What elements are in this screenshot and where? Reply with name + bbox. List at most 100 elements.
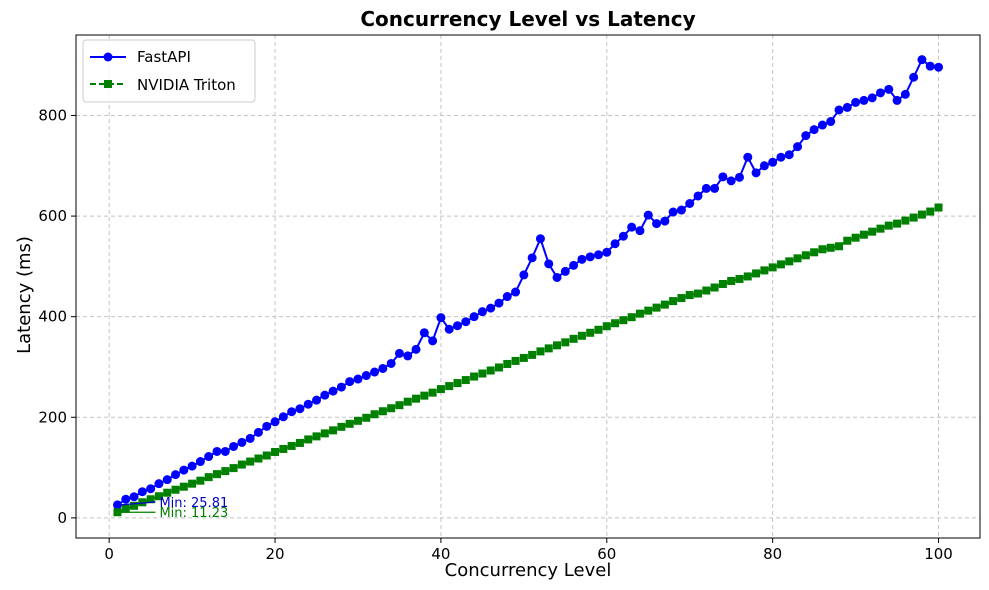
data-point-triton [387,404,396,413]
data-point-fastapi [552,272,562,282]
data-point-triton [204,473,213,482]
data-point-fastapi [502,292,512,302]
data-point-triton [378,407,387,416]
data-point-triton [130,501,139,510]
data-point-triton [138,498,147,507]
data-point-triton [835,242,844,251]
data-point-fastapi [875,88,885,98]
data-point-fastapi [411,344,421,354]
y-tick-label: 200 [38,408,67,426]
data-point-triton [644,306,653,315]
data-point-triton [710,283,719,292]
data-point-fastapi [494,298,504,308]
y-tick-label: 400 [38,308,67,326]
data-point-fastapi [353,374,363,384]
data-point-triton [926,207,935,216]
data-point-triton [561,338,570,347]
data-point-fastapi [925,61,935,71]
data-point-triton [810,248,819,257]
y-axis-label: Latency (ms) [14,236,35,354]
data-point-fastapi [428,336,438,346]
data-point-fastapi [519,270,529,280]
data-point-fastapi [892,95,902,105]
data-point-fastapi [585,252,595,262]
data-point-fastapi [917,55,927,65]
data-point-fastapi [394,348,404,358]
legend-box [82,39,256,103]
data-point-triton [669,297,678,306]
data-point-fastapi [137,487,147,497]
data-point-triton [818,245,827,254]
data-point-triton [287,441,296,450]
data-point-fastapi [436,313,446,323]
data-point-triton [752,269,761,278]
data-point-fastapi [486,303,496,313]
data-point-fastapi [320,390,330,400]
data-point-fastapi [710,183,720,193]
data-point-fastapi [784,150,794,160]
data-point-fastapi [303,399,313,409]
data-point-triton [743,272,752,281]
data-point-triton [262,451,271,460]
data-point-triton [445,382,454,391]
data-point-fastapi [569,260,579,270]
data-point-fastapi [444,324,454,334]
data-point-fastapi [312,395,322,405]
data-point-triton [859,230,868,239]
data-point-triton [494,363,503,372]
data-point-fastapi [842,102,852,112]
data-point-fastapi [618,231,628,241]
data-point-triton [353,416,362,425]
data-point-fastapi [220,446,230,456]
data-point-fastapi [187,461,197,471]
y-tick-label: 800 [38,106,67,124]
data-point-fastapi [643,210,653,220]
data-point-fastapi [685,199,695,209]
data-point-fastapi [112,500,122,510]
x-tick-label: 20 [265,545,284,563]
data-point-fastapi [345,377,355,387]
data-point-triton [428,388,437,397]
data-point-triton [793,254,802,263]
chart-title: Concurrency Level vs Latency [360,7,695,31]
data-point-fastapi [593,250,603,260]
x-tick-label: 80 [763,545,782,563]
y-tick-label: 0 [57,509,67,527]
data-point-triton [121,504,130,513]
data-point-triton [768,263,777,272]
data-point-triton [917,210,926,219]
data-point-triton [304,435,313,444]
data-point-triton [320,429,329,438]
data-point-triton [478,369,487,378]
data-point-triton [146,495,155,504]
data-point-fastapi [577,254,587,264]
data-point-triton [694,289,703,298]
data-point-triton [486,366,495,375]
data-point-fastapi [610,239,620,249]
data-point-fastapi [361,371,371,381]
data-point-triton [553,341,562,350]
data-point-fastapi [884,84,894,94]
data-point-triton [403,397,412,406]
data-point-fastapi [262,421,272,431]
data-point-fastapi [469,312,479,322]
data-point-triton [179,482,188,491]
data-point-triton [188,479,197,488]
data-point-fastapi [146,484,156,494]
data-point-fastapi [461,317,471,327]
data-point-fastapi [535,234,545,244]
data-point-fastapi [511,287,521,297]
data-point-fastapi [668,207,678,217]
data-point-fastapi [859,95,869,105]
data-point-triton [503,359,512,368]
data-point-fastapi [245,433,255,443]
x-tick-label: 100 [924,545,953,563]
data-point-triton [329,426,338,435]
data-point-triton [362,413,371,422]
data-point-triton [660,300,669,309]
data-point-triton [893,219,902,228]
data-point-triton [528,350,537,359]
data-point-triton [453,379,462,388]
